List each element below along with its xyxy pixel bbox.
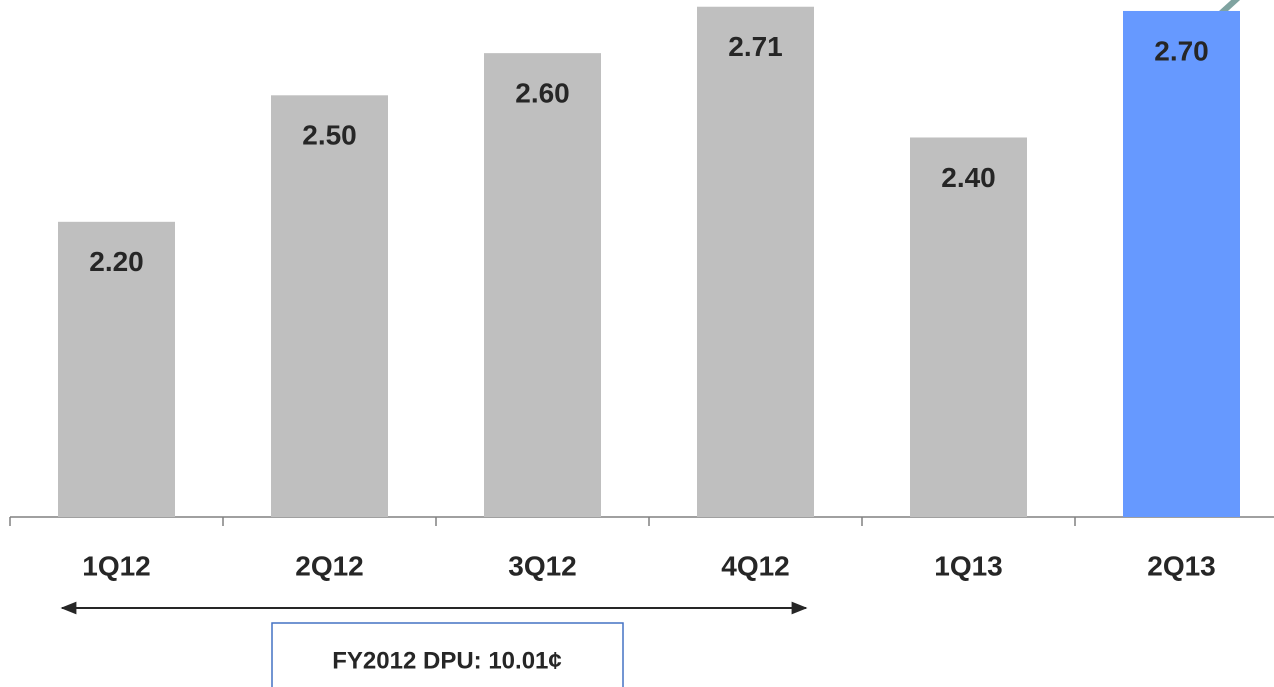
bar	[58, 221, 175, 518]
bar	[271, 95, 388, 517]
value-label: 2.20	[89, 246, 144, 277]
x-tick-label: 3Q12	[508, 550, 577, 581]
x-tick-label: 4Q12	[721, 550, 790, 581]
bar	[697, 6, 814, 518]
x-tick-label: 2Q13	[1147, 550, 1216, 581]
value-label: 2.70	[1154, 35, 1209, 66]
bar	[484, 53, 601, 518]
annotation: FY2012 DPU: 10.01¢	[332, 647, 561, 674]
x-tick-label: 1Q13	[934, 550, 1003, 581]
x-tick-label: 2Q12	[295, 550, 364, 581]
bar	[910, 137, 1027, 517]
value-label: 2.40	[941, 162, 996, 193]
annotation-box	[271, 622, 624, 687]
value-label: 2.50	[302, 120, 357, 151]
bar	[1123, 10, 1240, 517]
value-label: 2.71	[728, 31, 783, 62]
x-tick-label: 1Q12	[82, 550, 151, 581]
value-label: 2.60	[515, 78, 570, 109]
